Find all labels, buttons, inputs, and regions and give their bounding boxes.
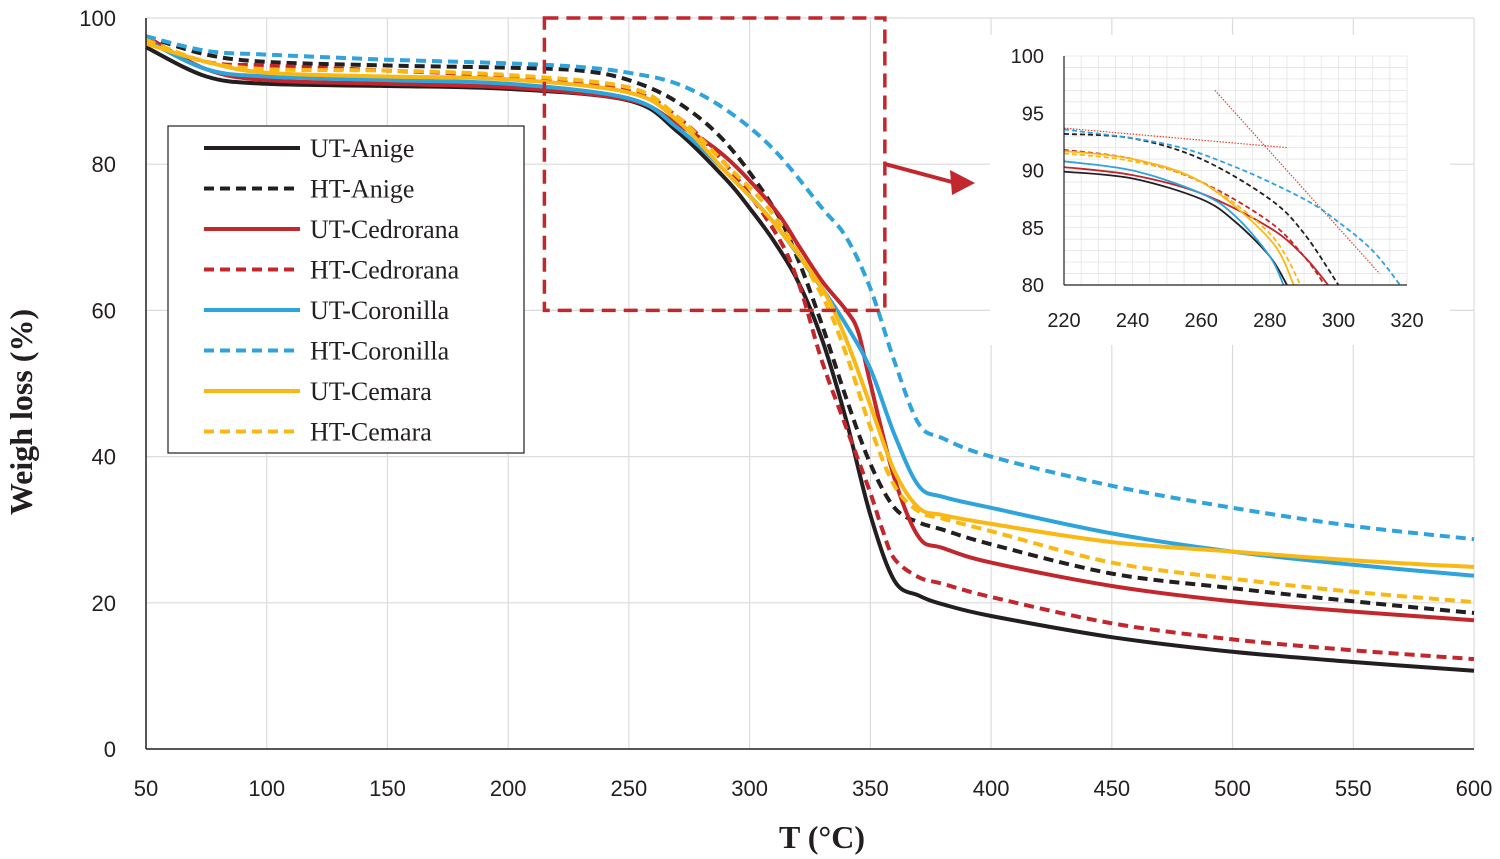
legend-label: UT-Cedrorana — [310, 215, 460, 244]
inset-x-tick-label: 240 — [1116, 310, 1149, 332]
y-axis-title: Weigh loss (%) — [3, 309, 39, 515]
x-tick-label: 300 — [731, 776, 768, 801]
inset-series-line-ut-cedrorana — [1063, 166, 1329, 286]
legend-label: UT-Anige — [310, 134, 414, 163]
y-tick-label: 40 — [92, 445, 116, 470]
inset-y-tick-label: 90 — [1022, 161, 1044, 183]
x-tick-label: 550 — [1335, 776, 1372, 801]
series-line-ht-cemara — [145, 38, 1475, 605]
series-line-ut-cemara — [145, 41, 1475, 569]
x-tick-label: 450 — [1093, 776, 1130, 801]
x-tick-label: 600 — [1456, 776, 1493, 801]
y-tick-label: 100 — [79, 6, 116, 31]
inset-series-line-ht-coronilla — [1063, 128, 1401, 286]
inset-y-tick-label: 95 — [1022, 103, 1044, 125]
x-tick-label: 150 — [369, 776, 406, 801]
series-line-ht-coronilla — [145, 34, 1475, 542]
x-tick-label: 100 — [248, 776, 285, 801]
y-tick-label: 80 — [92, 152, 116, 177]
inset-x-tick-label: 300 — [1322, 310, 1355, 332]
inset-y-tick-label: 100 — [1011, 46, 1044, 68]
x-tick-label: 400 — [973, 776, 1010, 801]
inset-series-line-onset-tangent-slope — [1214, 89, 1381, 275]
series-line-ht-anige — [145, 34, 1475, 615]
x-tick-label: 250 — [611, 776, 648, 801]
series-line-ut-coronilla — [145, 38, 1475, 578]
inset-x-tick-label: 280 — [1253, 310, 1286, 332]
inset-series-line-ht-cemara — [1063, 152, 1302, 286]
arrow-head — [950, 170, 975, 195]
x-tick-label: 500 — [1214, 776, 1251, 801]
legend: UT-Anige HT-Anige UT-Cedrorana HT-Cedrorana… — [167, 125, 525, 454]
legend-label: HT-Cedrorana — [310, 256, 460, 285]
x-axis-title: T (°C) — [779, 819, 865, 855]
inset-x-tick-label: 260 — [1185, 310, 1218, 332]
zoom-arrow — [884, 162, 975, 195]
inset-y-tick-label: 85 — [1022, 218, 1044, 240]
x-tick-label: 50 — [134, 776, 158, 801]
legend-label: UT-Coronilla — [310, 296, 450, 325]
x-tick-label: 200 — [490, 776, 527, 801]
y-tick-label: 20 — [92, 591, 116, 616]
inset-background — [990, 35, 1450, 345]
legend-box — [167, 125, 525, 454]
main-axes — [145, 18, 1474, 750]
main-tick-labels: 50 100 150 200 250 300 350 400 450 500 550 600 0 20 40… — [79, 6, 1492, 801]
y-tick-label: 0 — [104, 737, 116, 762]
inset-x-tick-label: 220 — [1047, 310, 1080, 332]
inset-series-line-onset-tangent-baseline — [1063, 127, 1288, 149]
series-line-ut-cedrorana — [145, 34, 1475, 623]
inset-chart: 220 240 260 280 300 320 80 85 90 95 100 — [990, 35, 1450, 345]
legend-label: HT-Cemara — [310, 418, 432, 447]
inset-x-tick-label: 320 — [1390, 310, 1423, 332]
legend-label: UT-Cemara — [310, 377, 432, 406]
main-series — [145, 34, 1475, 673]
x-tick-label: 350 — [852, 776, 889, 801]
y-tick-label: 60 — [92, 298, 116, 323]
legend-label: HT-Anige — [310, 175, 414, 204]
inset-series-line-ut-coronilla — [1063, 160, 1285, 286]
arrow-shaft — [884, 162, 953, 184]
legend-label: HT-Coronilla — [310, 337, 450, 366]
inset-y-tick-label: 80 — [1022, 275, 1044, 297]
